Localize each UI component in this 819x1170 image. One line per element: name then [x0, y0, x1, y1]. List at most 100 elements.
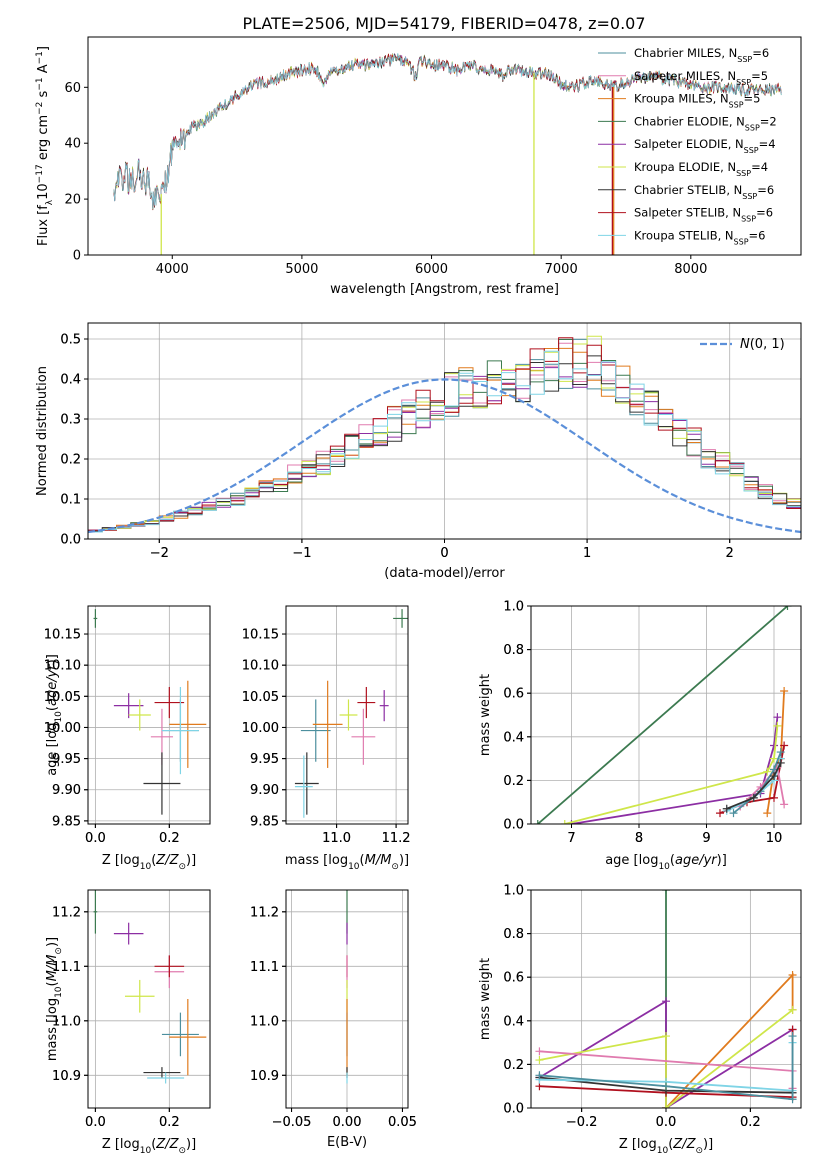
- y-axis-label-part: (: [45, 706, 60, 711]
- y-tick-label: 40: [64, 137, 81, 152]
- y-axis-label-part: )]: [45, 654, 60, 664]
- y-tick-label: 1.0: [503, 600, 524, 615]
- y-tick-label: 11.0: [250, 1014, 279, 1029]
- y-tick-label: 0.6: [503, 687, 524, 702]
- histogram-series: [88, 335, 801, 539]
- x-axis-label-part: 10: [657, 1146, 669, 1156]
- axes-weight-vs-age: 7 8 9 100.00.20.40.60.81.07 8 9 100.00.20.40.6…: [478, 600, 802, 872]
- y-tick-label: 0.5: [60, 333, 81, 348]
- y-tick-label: 0.2: [60, 453, 81, 468]
- x-axis-label-part: mass [log: [285, 853, 348, 868]
- x-axis-label: mass [log10(M/M⊙)]: [285, 853, 409, 872]
- x-tick-label: 7: [567, 831, 575, 846]
- axes-residuals: −2 −1 0 1 20.00.10.20.30.40.5−2 −1 0 1 20.00.10.…: [35, 322, 802, 581]
- x-axis-label-part: )]: [186, 853, 196, 868]
- x-tick-label: 0: [440, 546, 448, 561]
- x-tick-label: 11.2: [382, 831, 411, 846]
- histogram-series: [88, 350, 801, 539]
- legend-label: Chabrier MILES, NSSP=6: [634, 46, 769, 64]
- x-tick-label: 8: [635, 831, 643, 846]
- plot-area-weight-vs-Z: [531, 890, 801, 1108]
- y-tick-label: 0.3: [60, 413, 81, 428]
- y-axis-label-part: 10: [54, 711, 64, 723]
- plot-area-mass-vs-Z: [88, 890, 210, 1108]
- axes-age-vs-mass: 11.0 11.2 9.85 9.90 9.95 10.00 10.05 10.10 10.15…: [242, 605, 411, 872]
- plot-area-spectrum: [113, 52, 782, 255]
- axes-weight-vs-Z: −0.2 0.0 0.20.00.20.40.60.81.0−0.2 0.0 0.20.…: [478, 884, 802, 1156]
- x-tick-label: −2: [150, 546, 169, 561]
- axes-frame: [87, 889, 211, 1109]
- weight-marker: [770, 772, 778, 781]
- y-axis-label-part: age/yr: [45, 663, 60, 706]
- weight-marker: [780, 687, 789, 696]
- y-axis-label: mass weight: [478, 674, 493, 756]
- weight-marker: [788, 1005, 797, 1014]
- axes-mass-vs-Z: 0.0 0.210.911.011.111.20.0 0.210.911.011.1…: [45, 889, 211, 1156]
- x-axis-label-part: (: [670, 853, 675, 868]
- x-tick-label: 0.0: [85, 831, 106, 846]
- y-tick-label: 11.0: [250, 1014, 279, 1029]
- y-axis-label-part: −1: [35, 77, 45, 90]
- y-axis-label-part: (: [45, 981, 60, 986]
- y-tick-label: 0.0: [60, 533, 81, 548]
- x-tick-label: 0.05: [388, 1115, 417, 1130]
- x-axis-label: Z [log10(Z/Z⊙)]: [619, 1137, 713, 1156]
- weight-marker: [662, 1082, 670, 1091]
- axes-frame: [87, 36, 802, 256]
- y-tick-label: 0.8: [503, 927, 524, 942]
- y-tick-label: 11.1: [250, 960, 279, 975]
- plot-area-mass-vs-ebv: [286, 890, 408, 1108]
- y-tick-label: 11.1: [250, 960, 279, 975]
- x-tick-label: 11.0: [322, 831, 351, 846]
- y-tick-label: 0.8: [503, 927, 524, 942]
- y-tick-label: 0.0: [503, 818, 524, 833]
- x-axis-label-part: )]: [703, 1137, 713, 1152]
- y-tick-label: 0.1: [60, 493, 81, 508]
- x-axis-label-part: 10: [140, 862, 152, 872]
- histogram-series: [88, 361, 801, 539]
- y-axis-label-part: erg cm: [36, 115, 51, 164]
- legend-label-part: (0, 1): [750, 337, 785, 352]
- legend-label: N(0, 1): [740, 337, 785, 352]
- y-tick-label: 11.2: [52, 905, 81, 920]
- weight-marker: [729, 809, 738, 818]
- weight-marker: [749, 793, 758, 802]
- y-tick-label: 1.0: [503, 600, 524, 615]
- weight-marker: [783, 606, 792, 610]
- x-axis-label: wavelength [Angstrom, rest frame]: [330, 282, 559, 297]
- y-tick-label: 9.85: [52, 814, 81, 829]
- y-tick-label: 0.4: [503, 730, 524, 745]
- y-axis-label-part: Flux [f: [36, 205, 51, 246]
- y-tick-label: 11.1: [52, 960, 81, 975]
- axes-age-vs-Z: 0.0 0.29.859.909.9510.0010.0510.1010.150.…: [44, 605, 211, 872]
- plot-area-age-vs-mass: [286, 606, 408, 824]
- x-axis-label-part: Z/Z: [155, 1137, 179, 1152]
- weight-marker: [535, 1056, 544, 1065]
- x-tick-label: 8000: [674, 262, 707, 277]
- x-axis-label-part: (: [360, 853, 365, 868]
- y-tick-label: 0.4: [60, 373, 81, 388]
- y-tick-label: 0.4: [503, 730, 524, 745]
- x-tick-label: −0.2: [566, 1115, 598, 1130]
- y-tick-label: 0.4: [503, 1014, 524, 1029]
- normal-curve: [88, 378, 801, 534]
- y-tick-label: 1.0: [503, 884, 524, 899]
- x-tick-label: −1: [292, 546, 311, 561]
- x-axis-label-part: ⊙: [391, 862, 399, 872]
- x-tick-label: −0.2: [566, 1115, 598, 1130]
- x-axis-label-part: ⊙: [178, 862, 186, 872]
- y-tick-label: 0.0: [503, 1102, 524, 1117]
- x-axis-label-part: Z [log: [102, 1137, 140, 1152]
- y-axis-label-part: −17: [35, 164, 45, 183]
- legend: Chabrier MILES, NSSP=6 Salpeter MILES, NS…: [598, 46, 777, 246]
- y-tick-label: 0.2: [503, 774, 524, 789]
- y-tick-label: 11.2: [250, 905, 279, 920]
- y-tick-label: 0.2: [503, 774, 524, 789]
- x-axis-label-part: M/M: [365, 853, 392, 868]
- y-tick-label: 10.9: [250, 1069, 279, 1084]
- plot-area-residuals: [88, 323, 801, 539]
- legend-label: Chabrier ELODIE, NSSP=2: [634, 114, 777, 131]
- y-tick-label: 10.05: [242, 690, 279, 705]
